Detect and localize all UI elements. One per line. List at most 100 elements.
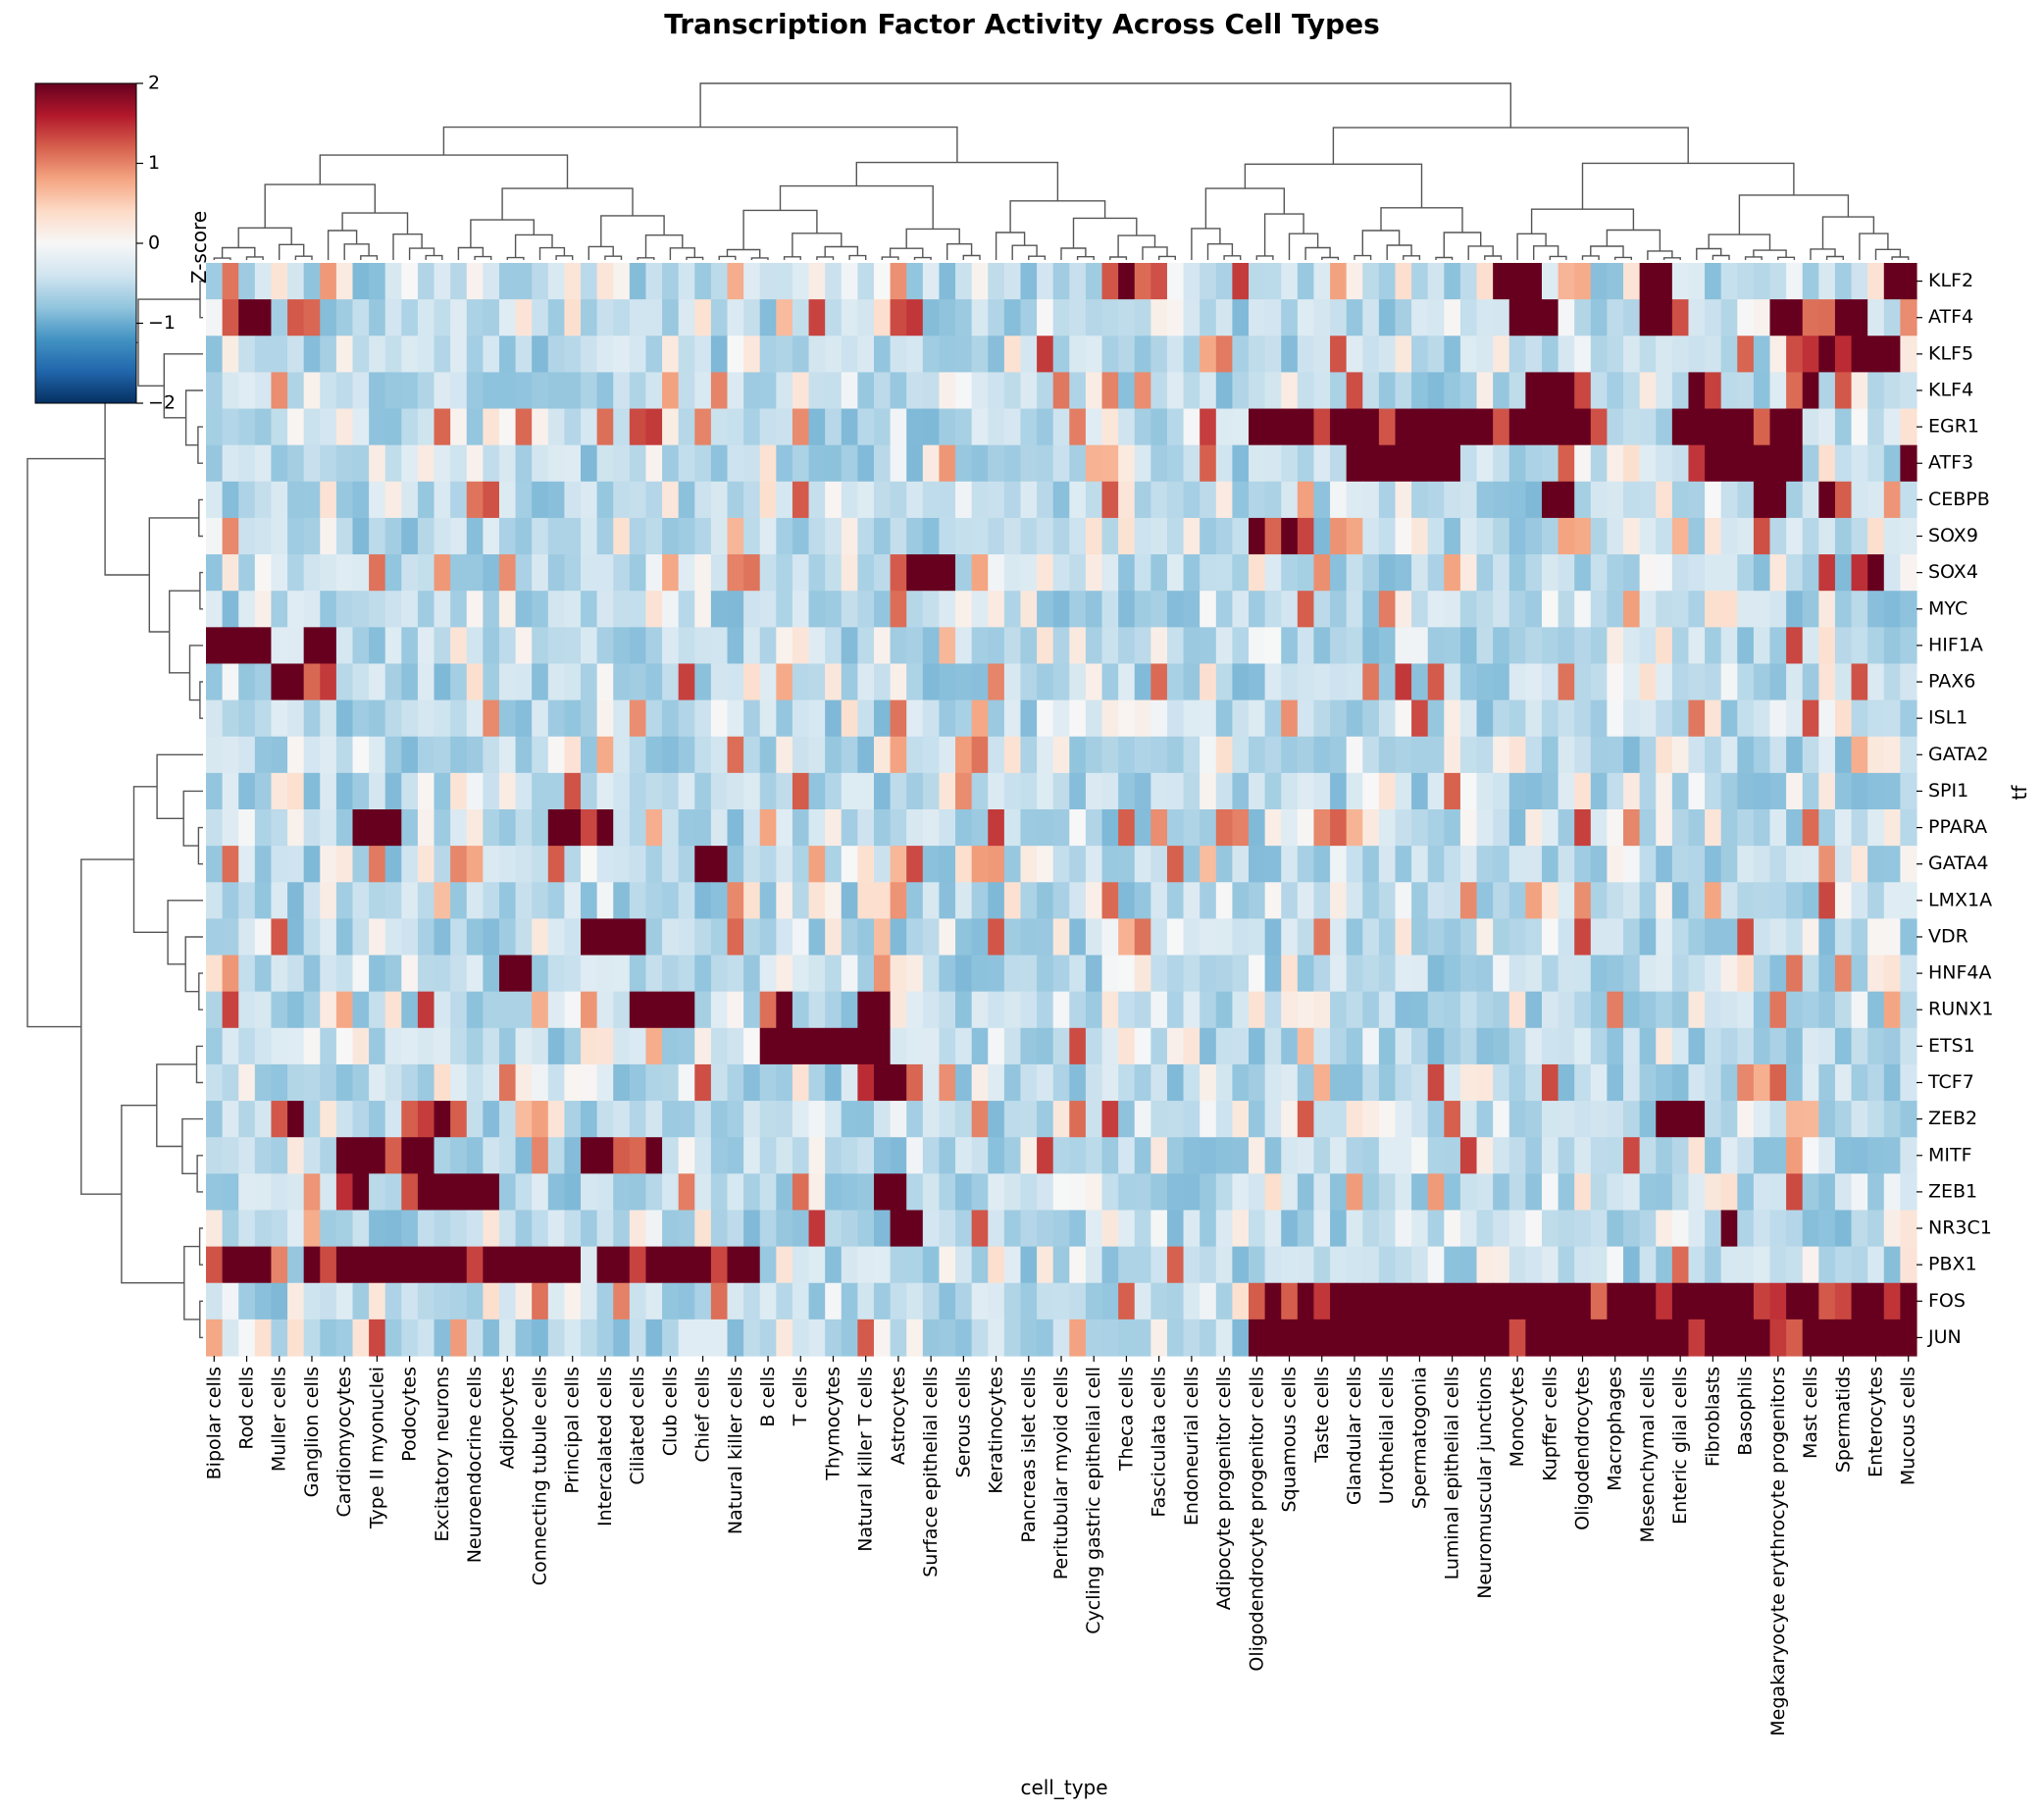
heatmap-cell: [710, 336, 729, 373]
heatmap-cell: [369, 699, 386, 738]
heatmap-cell: [515, 554, 533, 592]
heatmap-cell: [1249, 1319, 1266, 1357]
heatmap-cell: [1232, 772, 1250, 810]
heatmap-cell: [955, 554, 973, 592]
heatmap-cell: [1232, 444, 1250, 483]
heatmap-cell: [1590, 591, 1609, 628]
heatmap-cell: [1818, 699, 1836, 738]
heatmap-cell: [662, 1063, 680, 1102]
heatmap-cell: [320, 263, 337, 300]
heatmap-cell: [1802, 1063, 1819, 1102]
heatmap-cell: [1037, 736, 1054, 774]
heatmap-cell: [759, 699, 777, 738]
heatmap-cell: [1166, 699, 1185, 738]
heatmap-cell: [1541, 699, 1559, 738]
heatmap-cell: [1818, 336, 1836, 373]
heatmap-cell: [743, 408, 761, 446]
heatmap-cell: [1459, 1027, 1478, 1065]
heatmap-cell: [710, 772, 729, 810]
heatmap-cell: [1150, 1063, 1168, 1102]
heatmap-cell: [1052, 991, 1070, 1029]
heatmap-cell: [1656, 1319, 1673, 1357]
heatmap-cell: [238, 1137, 256, 1174]
heatmap-cell: [1085, 1282, 1103, 1320]
heatmap-cell: [1313, 846, 1331, 883]
heatmap-cell: [1671, 1101, 1690, 1138]
heatmap-cell: [922, 372, 941, 410]
heatmap-cell: [1818, 1101, 1836, 1138]
heatmap-cell: [825, 955, 843, 993]
heatmap-cell: [320, 591, 337, 628]
heatmap-cell: [613, 882, 631, 919]
heatmap-cell: [988, 408, 1005, 446]
heatmap-cell: [1101, 481, 1119, 519]
heatmap-cell: [1705, 1027, 1722, 1065]
dendrogram-link: [1712, 254, 1730, 260]
heatmap-cell: [1720, 408, 1738, 446]
heatmap-cell: [1851, 1137, 1868, 1174]
heatmap-cell: [1232, 955, 1250, 993]
heatmap-cell: [710, 554, 729, 592]
heatmap-cell: [532, 554, 549, 592]
heatmap-cell: [1574, 408, 1592, 446]
heatmap-cell: [1281, 663, 1299, 701]
heatmap-cell: [1118, 372, 1136, 410]
heatmap-cell: [335, 481, 354, 519]
heatmap-cell: [1166, 591, 1185, 628]
heatmap-cell: [1656, 699, 1673, 738]
heatmap-cell: [1166, 444, 1185, 483]
heatmap-cell: [1346, 481, 1363, 519]
dendrogram-link: [514, 233, 553, 258]
heatmap-cell: [1069, 336, 1087, 373]
heatmap-cell: [369, 1063, 386, 1102]
heatmap-cell: [1200, 663, 1217, 701]
heatmap-cell: [466, 263, 484, 300]
heatmap-cell: [1623, 918, 1641, 957]
heatmap-cell: [1671, 663, 1690, 701]
heatmap-cell: [988, 1319, 1005, 1357]
heatmap-cell: [710, 991, 729, 1029]
heatmap-cell: [1867, 1063, 1885, 1102]
heatmap-cell: [401, 846, 419, 883]
heatmap-cell: [498, 1137, 517, 1174]
heatmap-cell: [1134, 1101, 1151, 1138]
heatmap-cell: [1232, 1319, 1250, 1357]
heatmap-cell: [287, 408, 305, 446]
heatmap-cell: [1101, 772, 1119, 810]
heatmap-cell: [450, 1137, 468, 1174]
heatmap-cell: [320, 846, 337, 883]
heatmap-cell: [662, 554, 680, 592]
heatmap-cell: [222, 918, 239, 957]
heatmap-cell: [1134, 591, 1151, 628]
heatmap-cell: [1607, 882, 1624, 919]
heatmap-cell: [581, 444, 598, 483]
heatmap-cell: [1069, 846, 1087, 883]
heatmap-cell: [1867, 517, 1885, 555]
heatmap-cell: [483, 1282, 500, 1320]
heatmap-cell: [710, 1319, 729, 1357]
heatmap-cell: [1737, 481, 1755, 519]
heatmap-cell: [1003, 1063, 1022, 1102]
heatmap-cell: [694, 481, 712, 519]
heatmap-cell: [1493, 299, 1510, 336]
heatmap-cell: [1037, 1027, 1054, 1065]
heatmap-cell: [955, 918, 973, 957]
heatmap-cell: [678, 736, 695, 774]
heatmap-cell: [792, 1319, 810, 1357]
heatmap-cell: [564, 517, 582, 555]
heatmap-cell: [988, 1173, 1005, 1212]
colorbar-label: Z-score: [187, 211, 211, 284]
heatmap-cell: [1493, 955, 1510, 993]
heatmap-cell: [1118, 882, 1136, 919]
heatmap-cell: [971, 481, 989, 519]
heatmap-cell: [1558, 846, 1575, 883]
heatmap-cell: [1411, 1063, 1429, 1102]
heatmap-cell: [547, 809, 566, 847]
heatmap-cell: [939, 918, 956, 957]
heatmap-cell: [1232, 1027, 1250, 1065]
heatmap-cell: [303, 444, 321, 483]
heatmap-cell: [222, 955, 239, 993]
dendrogram-link: [1606, 229, 1661, 251]
heatmap-cell: [1737, 627, 1755, 665]
heatmap-cell: [776, 517, 793, 555]
